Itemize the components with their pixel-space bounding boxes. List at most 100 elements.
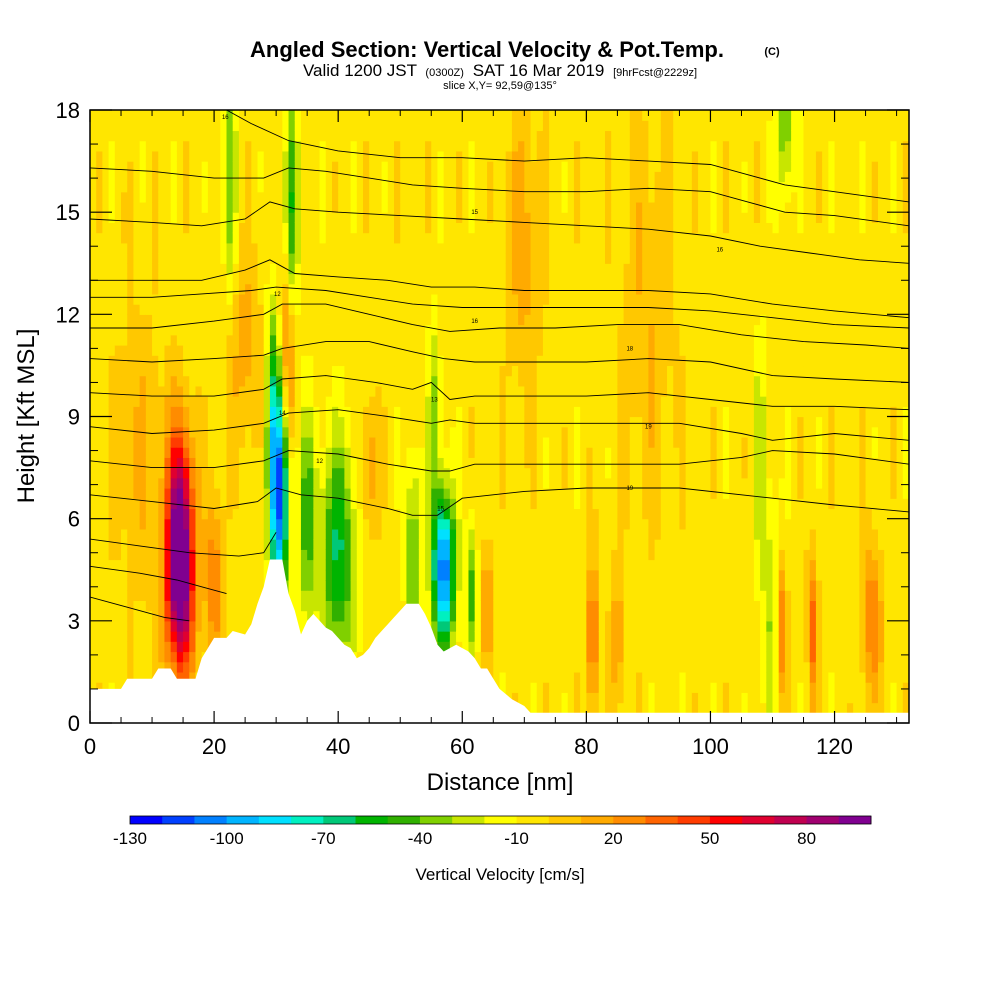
- velocity-cell: [443, 498, 451, 510]
- velocity-cell: [456, 467, 463, 479]
- velocity-cell: [474, 232, 482, 244]
- velocity-cell: [207, 304, 215, 315]
- velocity-cell: [195, 528, 203, 540]
- velocity-cell: [294, 181, 302, 193]
- velocity-cell: [102, 232, 110, 244]
- velocity-cell: [325, 273, 333, 285]
- velocity-cell: [331, 396, 339, 407]
- velocity-cell: [487, 283, 494, 295]
- velocity-cell: [201, 283, 209, 295]
- velocity-cell: [114, 406, 122, 418]
- velocity-cell: [443, 620, 451, 632]
- velocity-cell: [456, 528, 463, 540]
- velocity-cell: [152, 130, 159, 142]
- velocity-cell: [319, 304, 327, 315]
- velocity-cell: [561, 692, 569, 704]
- velocity-cell: [319, 539, 327, 550]
- velocity-cell: [195, 355, 203, 367]
- velocity-cell: [251, 283, 259, 295]
- velocity-cell: [381, 253, 389, 264]
- velocity-cell: [505, 385, 513, 397]
- velocity-cell: [207, 355, 215, 367]
- velocity-cell: [201, 467, 209, 479]
- velocity-cell: [220, 416, 228, 428]
- velocity-cell: [152, 661, 159, 673]
- velocity-cell: [90, 334, 97, 346]
- velocity-cell: [412, 518, 420, 530]
- velocity-cell: [195, 406, 203, 418]
- velocity-cell: [480, 426, 488, 438]
- velocity-cell: [238, 600, 246, 612]
- velocity-cell: [598, 528, 606, 540]
- velocity-cell: [121, 631, 128, 642]
- velocity-cell: [152, 171, 159, 183]
- velocity-cell: [294, 140, 302, 152]
- velocity-cell: [400, 201, 408, 213]
- velocity-cell: [406, 385, 414, 397]
- velocity-cell: [400, 283, 408, 295]
- velocity-cell: [487, 171, 494, 183]
- velocity-cell: [307, 181, 314, 193]
- velocity-cell: [555, 324, 563, 336]
- velocity-cell: [307, 569, 314, 581]
- velocity-cell: [437, 457, 445, 469]
- velocity-cell: [443, 212, 451, 223]
- velocity-cell: [406, 508, 414, 520]
- velocity-cell: [152, 344, 159, 356]
- velocity-cell: [257, 426, 265, 438]
- velocity-cell: [331, 263, 339, 275]
- velocity-cell: [536, 161, 544, 172]
- velocity-cell: [214, 508, 221, 520]
- velocity-cell: [232, 467, 240, 479]
- velocity-cell: [480, 375, 488, 387]
- velocity-cell: [344, 528, 352, 540]
- velocity-cell: [294, 242, 302, 254]
- velocity-cell: [530, 600, 538, 612]
- velocity-cell: [170, 334, 178, 346]
- velocity-cell: [480, 488, 488, 499]
- velocity-cell: [220, 447, 228, 458]
- velocity-cell: [449, 385, 457, 397]
- velocity-cell: [338, 273, 345, 285]
- velocity-cell: [201, 263, 209, 275]
- velocity-cell: [542, 600, 550, 612]
- velocity-cell: [300, 263, 308, 275]
- velocity-cell: [350, 447, 358, 458]
- velocity-cell: [195, 416, 203, 428]
- velocity-cell: [108, 253, 116, 264]
- velocity-cell: [90, 651, 97, 663]
- velocity-cell: [313, 365, 321, 377]
- velocity-cell: [288, 242, 296, 254]
- velocity-cell: [518, 528, 525, 540]
- velocity-cell: [300, 396, 308, 407]
- velocity-cell: [561, 140, 569, 152]
- velocity-cell: [195, 191, 203, 203]
- velocity-cell: [102, 365, 110, 377]
- velocity-cell: [456, 232, 463, 244]
- velocity-cell: [493, 253, 501, 264]
- velocity-cell: [226, 324, 234, 336]
- velocity-cell: [127, 191, 135, 203]
- velocity-cell: [189, 314, 197, 326]
- velocity-cell: [276, 314, 283, 326]
- velocity-cell: [331, 508, 339, 520]
- velocity-cell: [220, 631, 228, 642]
- velocity-cell: [412, 253, 420, 264]
- velocity-cell: [549, 692, 556, 704]
- velocity-cell: [437, 355, 445, 367]
- velocity-cell: [462, 161, 470, 172]
- velocity-cell: [381, 334, 389, 346]
- velocity-cell: [158, 365, 166, 377]
- velocity-cell: [331, 283, 339, 295]
- velocity-cell: [387, 436, 395, 448]
- velocity-cell: [158, 426, 166, 438]
- velocity-cell: [381, 304, 389, 315]
- velocity-cell: [319, 222, 327, 234]
- velocity-cell: [480, 314, 488, 326]
- velocity-cell: [102, 191, 110, 203]
- velocity-cell: [282, 161, 290, 172]
- velocity-cell: [567, 385, 575, 397]
- velocity-cell: [232, 508, 240, 520]
- velocity-cell: [114, 201, 122, 213]
- velocity-cell: [561, 620, 569, 632]
